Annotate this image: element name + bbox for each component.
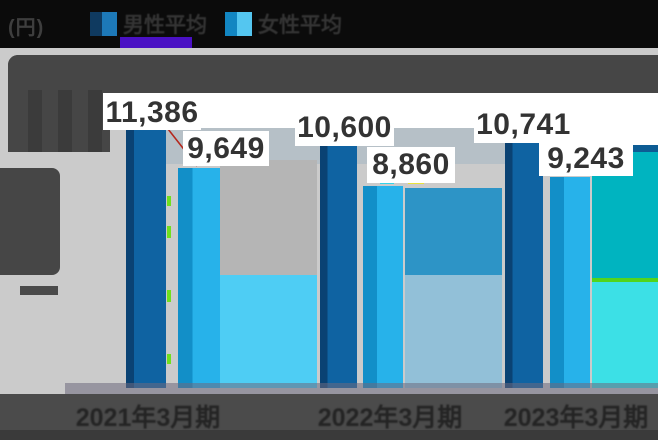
glitch-tick [167, 354, 171, 364]
x-axis-label-group2: 2022年3月期 [317, 404, 463, 432]
glitch-tick [167, 290, 171, 302]
glitch-tick [167, 226, 171, 238]
footer-bar: 2021年3月期 2022年3月期 2023年3月期 [0, 394, 658, 440]
glitch-tick [167, 196, 171, 206]
value-label-series2-group2: 8,860 [367, 147, 455, 183]
value-label-series2-group1: 9,649 [183, 131, 269, 166]
bar-series1-group1 [126, 128, 166, 388]
value-label-series2-group3: 9,243 [539, 141, 633, 176]
dark-block-stripe [88, 90, 102, 152]
legend-swatch-series2-icon [225, 12, 252, 36]
bar-series1-group3 [505, 143, 543, 388]
legend-label-series1: 男性平均 [123, 14, 207, 37]
bar-series1-group2 [320, 146, 357, 388]
dark-band [8, 55, 658, 95]
footer-bottom-edge [0, 430, 658, 440]
bar-series2-group3 [550, 177, 590, 388]
slab1-top-gray [220, 160, 317, 275]
x-axis-label-group3: 2023年3月期 [503, 404, 649, 432]
value-label-series1-group2: 10,600 [295, 110, 394, 146]
legend-label-series2: 女性平均 [258, 14, 342, 37]
legend-swatch-series1-icon [90, 12, 117, 36]
slab3-green-line [592, 278, 658, 282]
slab1-bottom-sky [220, 275, 317, 388]
bar-series2-group1 [178, 168, 220, 388]
bar-series2-group2 [363, 186, 403, 388]
slab2-bottom-pale [405, 275, 502, 388]
baseline-muted-strip [65, 383, 658, 394]
slab2-top-blue [405, 188, 502, 275]
legend-selection-underline [120, 37, 192, 48]
x-axis-label-group1: 2021年3月期 [75, 404, 221, 432]
legend-item-series1[interactable]: 男性平均 [90, 12, 207, 37]
dark-block-stripe [58, 90, 72, 152]
background-slab-3 [592, 152, 658, 388]
left-dark-block-top [8, 55, 110, 152]
y-axis-tick-dash [20, 286, 58, 295]
background-slab-1 [220, 160, 317, 388]
y-axis-unit-label: (円) [8, 17, 45, 39]
left-dark-block-bottom [0, 168, 60, 275]
value-label-series1-group3: 10,741 [474, 107, 573, 143]
value-label-series1-group1: 11,386 [103, 95, 201, 130]
dark-block-stripe [28, 90, 42, 152]
legend-item-series2[interactable]: 女性平均 [225, 12, 342, 37]
slab3-bottom-turquoise [592, 282, 658, 388]
background-slab-2 [405, 188, 502, 388]
